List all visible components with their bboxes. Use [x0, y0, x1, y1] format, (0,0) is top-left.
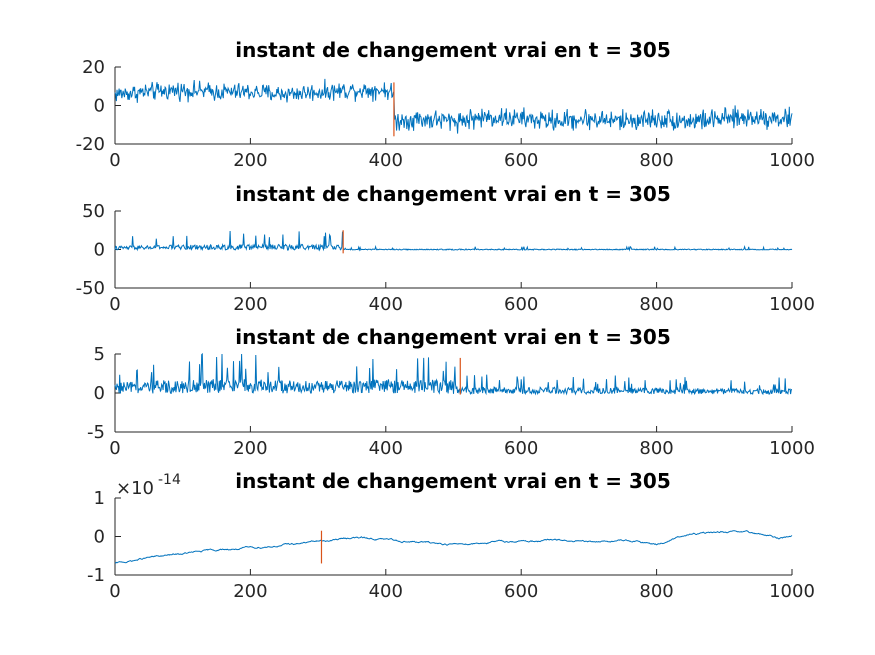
subplot-4-x-tick-label: 400	[369, 581, 403, 602]
subplot-1-y-tick-label: 0	[94, 96, 105, 117]
subplot-3-x-tick-label: 1000	[769, 438, 815, 459]
subplot-1-x-tick-label: 400	[369, 150, 403, 171]
subplot-2: instant de changement vrai en t = 305 0 2…	[76, 182, 815, 315]
subplot-3-x-tick-label: 400	[369, 438, 403, 459]
subplot-4-y-tick-label: 0	[94, 527, 105, 548]
subplot-4-x-tick-label: 800	[639, 581, 673, 602]
subplot-2-x-tick-label: 1000	[769, 294, 815, 315]
subplot-4-title: instant de changement vrai en t = 305	[235, 469, 671, 493]
subplot-2-y-tick-label: 50	[82, 201, 105, 222]
subplot-3-y-tick-label: 5	[94, 344, 105, 365]
subplot-4-x-tick-label: 1000	[769, 581, 815, 602]
subplot-3-x-tick-label: 0	[109, 438, 120, 459]
subplot-4-y-exponent: -14	[158, 472, 181, 488]
subplot-4: instant de changement vrai en t = 305 0 2…	[87, 469, 815, 602]
subplot-1-x-tick-label: 0	[109, 150, 120, 171]
subplot-2-title: instant de changement vrai en t = 305	[235, 182, 671, 206]
subplot-4-y-exponent-base: ×10	[116, 478, 154, 499]
subplot-1-signal-line	[114, 78, 793, 134]
subplot-4-signal-line	[114, 530, 793, 564]
subplot-2-x-tick-label: 0	[109, 294, 120, 315]
subplot-3-y-tick-label: -5	[87, 422, 105, 443]
subplot-3-x-tick-label: 600	[504, 438, 538, 459]
subplot-1-y-tick-label: 20	[82, 57, 105, 78]
subplot-3-y-tick-label: 0	[94, 383, 105, 404]
subplot-3-x-tick-label: 200	[233, 438, 267, 459]
subplot-1: instant de changement vrai en t = 305 0 2…	[76, 38, 815, 171]
subplot-3-x-tick-label: 800	[639, 438, 673, 459]
subplot-2-x-tick-label: 200	[233, 294, 267, 315]
subplot-4-x-tick-label: 200	[233, 581, 267, 602]
subplot-1-y-tick-label: -20	[76, 134, 105, 155]
subplot-4-x-tick-label: 600	[504, 581, 538, 602]
subplot-1-x-tick-label: 200	[233, 150, 267, 171]
subplot-1-title: instant de changement vrai en t = 305	[235, 38, 671, 62]
subplot-1-x-tick-label: 1000	[769, 150, 815, 171]
subplot-3-title: instant de changement vrai en t = 305	[235, 325, 671, 349]
subplot-2-x-tick-label: 600	[504, 294, 538, 315]
subplot-2-signal-line	[114, 230, 793, 252]
subplot-4-y-tick-label: -1	[87, 565, 105, 586]
subplot-2-y-tick-label: -50	[76, 278, 105, 299]
subplot-1-x-tick-label: 600	[504, 150, 538, 171]
subplot-2-y-tick-label: 0	[94, 240, 105, 261]
subplot-2-x-tick-label: 400	[369, 294, 403, 315]
subplot-2-x-tick-label: 800	[639, 294, 673, 315]
subplot-1-x-tick-label: 800	[639, 150, 673, 171]
subplot-3: instant de changement vrai en t = 305 0 2…	[87, 325, 815, 459]
subplot-4-x-tick-label: 0	[109, 581, 120, 602]
subplot-3-signal-line	[114, 352, 792, 396]
subplot-4-y-tick-label: 1	[94, 488, 105, 509]
